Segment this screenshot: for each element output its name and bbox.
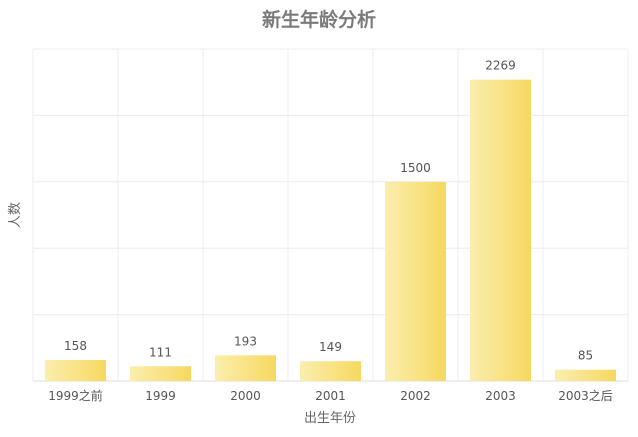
y-axis-label: 人数 [8, 202, 23, 228]
x-tick-label: 2002 [400, 389, 431, 403]
bar [385, 182, 446, 381]
grid [33, 49, 628, 381]
x-tick-label: 2000 [230, 389, 261, 403]
bars [45, 80, 616, 381]
x-tick-label: 2003之后 [558, 389, 613, 403]
data-label: 193 [234, 334, 257, 348]
x-tick-label: 1999之前 [48, 388, 103, 403]
data-label: 111 [149, 345, 172, 359]
x-tick-label: 2001 [315, 389, 346, 403]
bar [45, 360, 106, 381]
data-label: 2269 [485, 59, 516, 73]
chart-title: 新生年龄分析 [262, 8, 376, 31]
x-axis-label: 出生年份 [304, 411, 356, 426]
bar [215, 355, 276, 381]
data-label: 149 [319, 340, 342, 354]
data-label: 85 [578, 349, 593, 363]
bar [300, 361, 361, 381]
x-tick-label: 2003 [485, 389, 516, 403]
bar [130, 366, 191, 381]
x-tick-labels: 1999之前 1999 2000 2001 2002 2003 2003之后 [48, 388, 613, 403]
bar [470, 80, 531, 381]
data-label: 158 [64, 339, 87, 353]
bar [555, 370, 616, 381]
data-label: 1500 [400, 161, 431, 175]
x-tick-label: 1999 [145, 389, 176, 403]
